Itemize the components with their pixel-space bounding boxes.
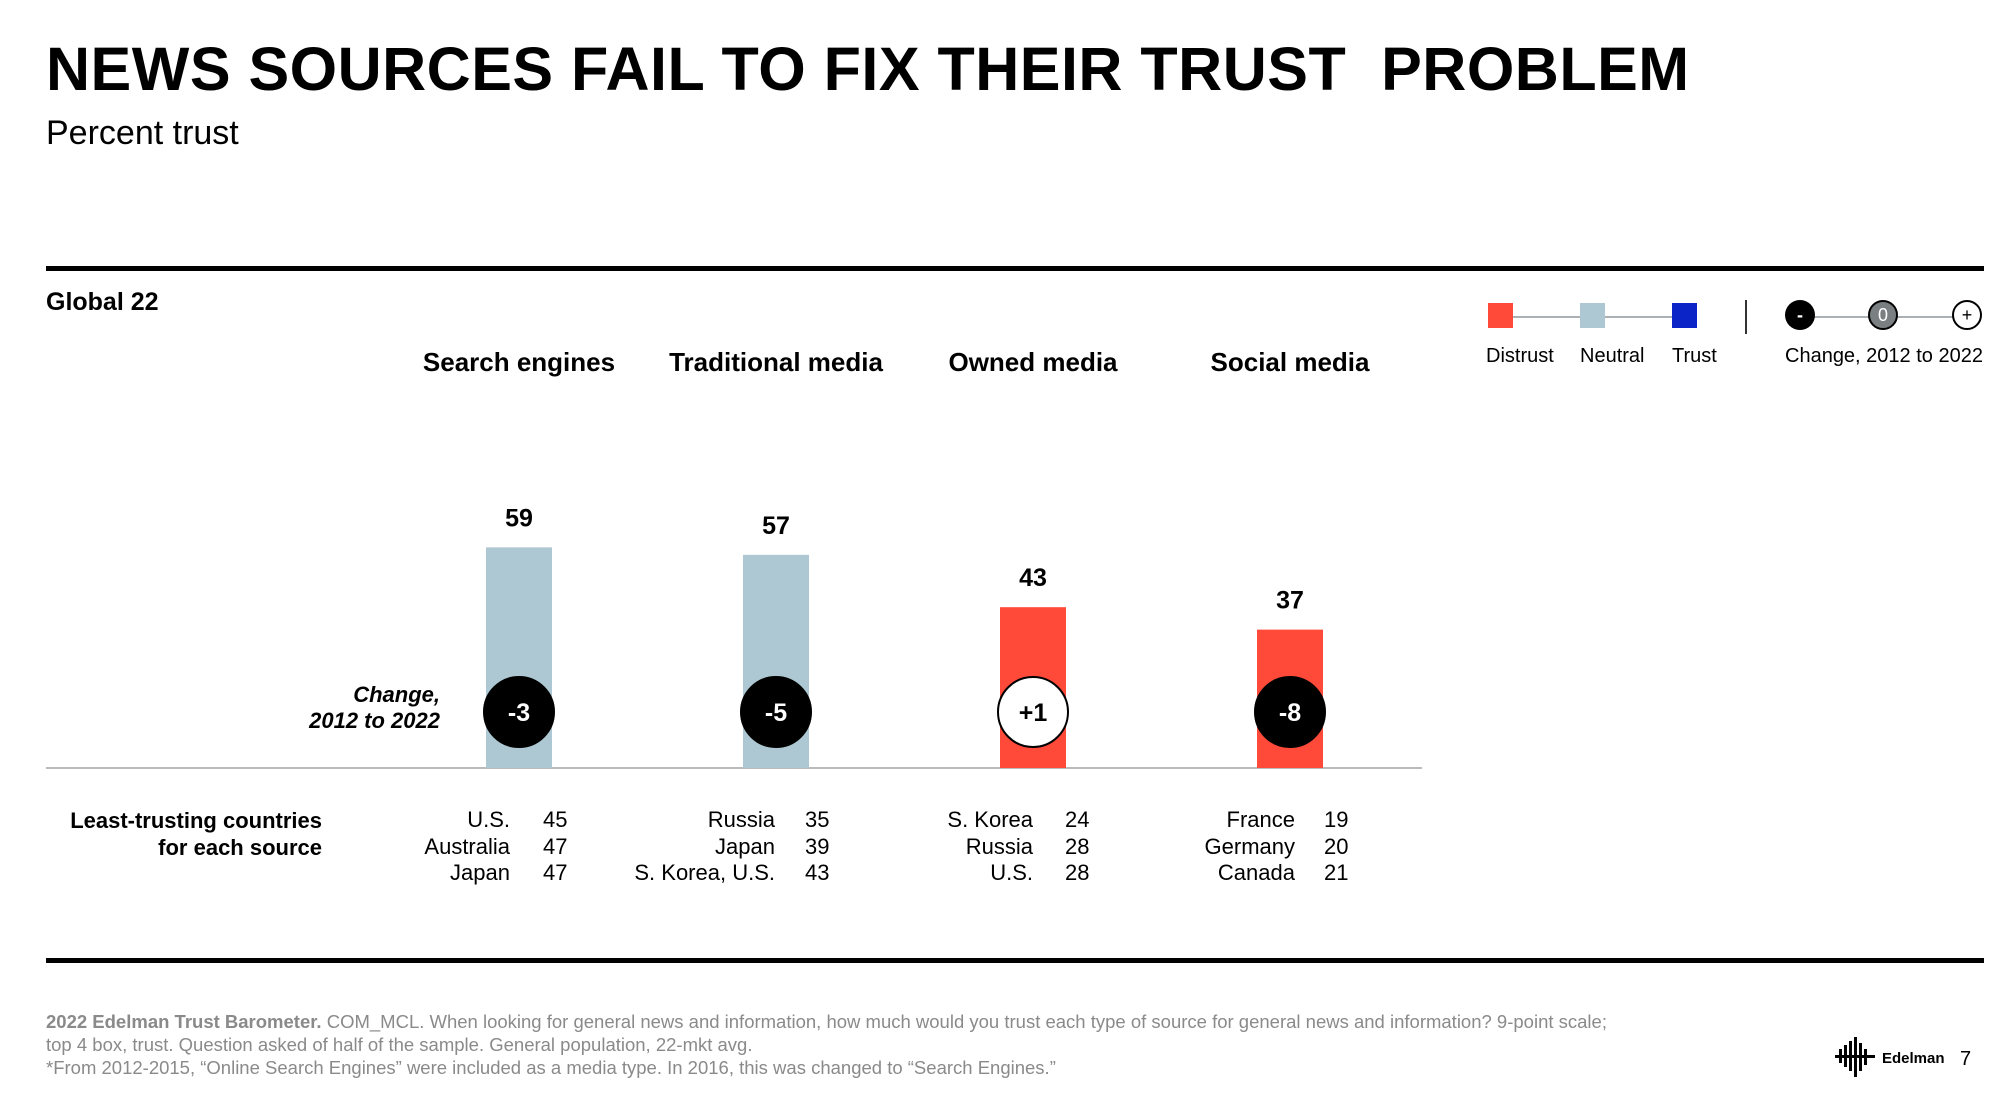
footer-line-1: 2022 Edelman Trust Barometer. COM_MCL. W…: [46, 1010, 1786, 1033]
footer-line-1-text: COM_MCL. When looking for general news a…: [321, 1011, 1607, 1032]
least-trusting-search-engines-values: 45 47 47: [543, 807, 567, 887]
legend-separator: [1745, 300, 1747, 334]
change-value-label: -5: [765, 699, 787, 727]
least-trusting-owned-media-countries: S. Korea Russia U.S.: [830, 807, 1033, 887]
change-circle: [483, 676, 555, 748]
country-value: 28: [1065, 860, 1090, 885]
least-trusting-social-media-countries: France Germany Canada: [1100, 807, 1295, 887]
country-value: 39: [805, 833, 830, 859]
country-name: Russia: [965, 833, 1033, 859]
country-name: Australia: [424, 833, 510, 859]
least-trusting-traditional-media-values: 35 39 43: [805, 807, 829, 887]
country-name: Russia: [707, 807, 775, 832]
legend-zero-circle: 0: [1868, 300, 1898, 330]
bottom-divider: [46, 958, 1984, 963]
country-value: 35: [805, 807, 830, 832]
country-value: 47: [543, 860, 568, 885]
country-value: 21: [1324, 860, 1349, 885]
section-label: Global 22: [46, 288, 159, 316]
country-name: Canada: [1217, 860, 1295, 885]
country-value: 20: [1324, 833, 1349, 859]
country-name: U.S.: [990, 860, 1033, 885]
legend-neutral-swatch: [1580, 303, 1605, 328]
legend-distrust-label: Distrust: [1486, 345, 1554, 367]
country-value: 28: [1065, 833, 1090, 859]
legend-trust-label: Trust: [1672, 345, 1717, 367]
least-trusting-label: Least-trusting countries for each source: [60, 807, 322, 861]
legend-distrust-swatch: [1488, 303, 1513, 328]
bar-value-label: 59: [505, 504, 533, 532]
least-trusting-label-line-2: for each source: [158, 835, 322, 860]
change-axis-label: Change, 2012 to 2022: [240, 682, 440, 734]
footer-line-3: *From 2012-2015, “Online Search Engines”…: [46, 1057, 1056, 1078]
page-number: 7: [1960, 1048, 1972, 1070]
country-name: Japan: [450, 860, 510, 885]
bar-value-label: 43: [1019, 564, 1047, 592]
top-divider: [46, 266, 1984, 271]
least-trusting-label-line-1: Least-trusting countries: [70, 808, 322, 833]
least-trusting-social-media-values: 19 20 21: [1324, 807, 1348, 887]
footer-line-2: top 4 box, trust. Question asked of half…: [46, 1034, 753, 1055]
brand-name: Edelman: [1882, 1050, 1945, 1067]
change-value-label: -3: [508, 699, 530, 727]
change-circle: [1254, 676, 1326, 748]
page-subtitle: Percent trust: [46, 114, 239, 152]
legend-change-label: Change, 2012 to 2022: [1785, 345, 1983, 367]
country-value: 24: [1065, 807, 1090, 832]
country-value: 47: [543, 833, 568, 859]
category-label: Owned media: [948, 347, 1118, 377]
country-value: 45: [543, 807, 568, 832]
change-value-label: +1: [1019, 699, 1048, 727]
page-title: NEWS SOURCES FAIL TO FIX THEIR TRUST PRO…: [46, 35, 1690, 103]
least-trusting-traditional-media-countries: Russia Japan S. Korea, U.S.: [560, 807, 775, 887]
country-name: France: [1226, 807, 1295, 832]
legend-neutral-label: Neutral: [1580, 345, 1645, 367]
country-name: S. Korea: [947, 807, 1033, 832]
bar-value-label: 37: [1276, 587, 1304, 615]
least-trusting-owned-media-values: 24 28 28: [1065, 807, 1089, 887]
least-trusting-search-engines-countries: U.S. Australia Japan: [300, 807, 510, 887]
country-name: Germany: [1204, 833, 1295, 859]
country-name: U.S.: [467, 807, 510, 832]
legend-trust-swatch: [1672, 303, 1697, 328]
change-circle: [740, 676, 812, 748]
edelman-logo-icon: [1835, 1037, 1875, 1077]
category-label: Search engines: [423, 347, 615, 377]
country-name: Japan: [715, 833, 775, 859]
footer-notes: 2022 Edelman Trust Barometer. COM_MCL. W…: [46, 1010, 1786, 1079]
legend-minus-circle: -: [1785, 300, 1815, 330]
category-label: Social media: [1211, 347, 1370, 377]
country-value: 43: [805, 860, 830, 885]
legend-plus-circle: +: [1952, 300, 1982, 330]
change-circle: [997, 676, 1069, 748]
category-label: Traditional media: [669, 347, 883, 377]
footer-source: 2022 Edelman Trust Barometer.: [46, 1011, 322, 1032]
change-axis-label-line-1: Change,: [353, 682, 440, 707]
country-name: S. Korea, U.S.: [634, 860, 775, 885]
country-value: 19: [1324, 807, 1349, 832]
change-axis-label-line-2: 2012 to 2022: [309, 708, 440, 733]
bar-value-label: 57: [762, 512, 790, 540]
change-value-label: -8: [1279, 699, 1301, 727]
